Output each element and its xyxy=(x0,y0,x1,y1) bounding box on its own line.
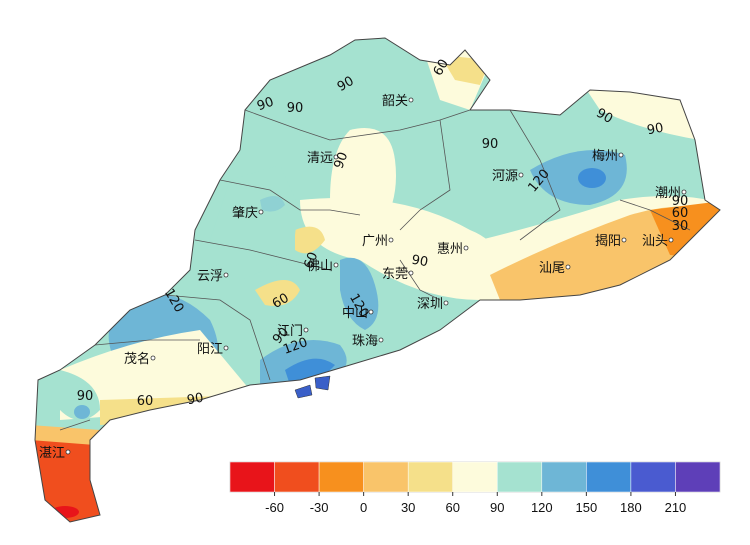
legend-tick-label: 120 xyxy=(531,500,553,515)
city-label: 汕尾 xyxy=(539,261,565,276)
city-label: 韶关 xyxy=(382,93,408,109)
contour-label: 60 xyxy=(137,394,154,409)
legend-swatch xyxy=(363,461,409,493)
city-label: 清远 xyxy=(307,151,333,166)
legend-tick-label: 210 xyxy=(665,500,687,515)
legend-tick-label: -30 xyxy=(310,500,329,515)
legend-tick-label: 90 xyxy=(490,500,504,515)
legend-swatch xyxy=(452,461,498,493)
city-label: 云浮 xyxy=(197,269,223,284)
city-dot xyxy=(223,272,229,278)
legend-swatch xyxy=(586,461,632,493)
city-dot xyxy=(443,300,449,306)
city-label: 珠海 xyxy=(352,334,378,349)
legend-swatch xyxy=(630,461,676,493)
city-dot xyxy=(408,270,414,276)
legend-tick-label: 180 xyxy=(620,500,642,515)
city-label: 茂名 xyxy=(124,351,150,367)
contour-label: 90 xyxy=(593,106,615,127)
city-dot xyxy=(618,152,624,158)
city-label: 梅州 xyxy=(592,149,618,164)
legend-swatch xyxy=(497,461,543,493)
city-label: 佛山 xyxy=(307,259,333,274)
city-label: 潮州 xyxy=(655,186,681,201)
city-dot xyxy=(378,337,384,343)
legend-swatch xyxy=(675,461,721,493)
legend-tick-label: 60 xyxy=(445,500,459,515)
legend-tick-label: 150 xyxy=(576,500,598,515)
contour-label: 90 xyxy=(335,74,357,95)
contour-label: 90 xyxy=(332,150,352,171)
city-dot xyxy=(303,327,309,333)
city-dot xyxy=(333,154,339,160)
contour-label: 90 xyxy=(672,194,689,209)
contour-label: 90 xyxy=(255,95,276,115)
legend-swatch xyxy=(541,461,587,493)
city-dot xyxy=(258,209,264,215)
city-label: 汕头 xyxy=(642,234,668,249)
legend-swatch xyxy=(318,461,364,493)
city-label: 东莞 xyxy=(382,267,408,282)
city-dot xyxy=(668,237,674,243)
legend-swatch xyxy=(229,461,275,493)
contour-label: 60 xyxy=(431,57,452,79)
city-borders xyxy=(59,109,691,431)
legend-tick-label: 30 xyxy=(401,500,415,515)
contour-label: 90 xyxy=(77,389,94,404)
contour-label: 90 xyxy=(482,137,499,152)
contour-label: 60 xyxy=(672,206,689,221)
city-label: 湛江 xyxy=(39,446,65,461)
city-label: 揭阳 xyxy=(595,234,621,249)
city-dot xyxy=(388,237,394,243)
city-dot xyxy=(518,172,524,178)
city-label: 深圳 xyxy=(417,297,443,312)
city-label: 惠州 xyxy=(437,242,463,257)
contour-label: 90 xyxy=(287,101,304,116)
city-dot xyxy=(150,355,156,361)
city-label: 中山 xyxy=(342,306,368,321)
legend-tick-label: 0 xyxy=(360,500,367,515)
city-dot xyxy=(223,345,229,351)
city-dot xyxy=(65,449,71,455)
city-dot xyxy=(463,245,469,251)
contour-label: 30 xyxy=(672,219,689,234)
legend-tick-label: -60 xyxy=(265,500,284,515)
city-dot xyxy=(565,264,571,270)
contour-label: 60 xyxy=(302,250,322,271)
legend-swatch xyxy=(407,461,453,493)
city-label: 河源 xyxy=(492,169,518,184)
legend-swatch xyxy=(274,461,320,493)
contour-label: 90 xyxy=(410,253,429,271)
city-label: 江门 xyxy=(277,324,303,339)
city-dot xyxy=(333,262,339,268)
city-dot xyxy=(621,237,627,243)
city-dot xyxy=(408,97,414,103)
city-label: 阳江 xyxy=(197,342,223,357)
contour-label: 90 xyxy=(186,391,205,409)
islands xyxy=(294,375,331,399)
contour-label: 60 xyxy=(270,291,292,312)
city-dot xyxy=(368,309,374,315)
city-label: 肇庆 xyxy=(232,206,258,221)
city-dot xyxy=(681,189,687,195)
province-outline xyxy=(34,37,721,523)
city-label: 广州 xyxy=(362,234,388,249)
contour-label: 90 xyxy=(646,121,665,139)
